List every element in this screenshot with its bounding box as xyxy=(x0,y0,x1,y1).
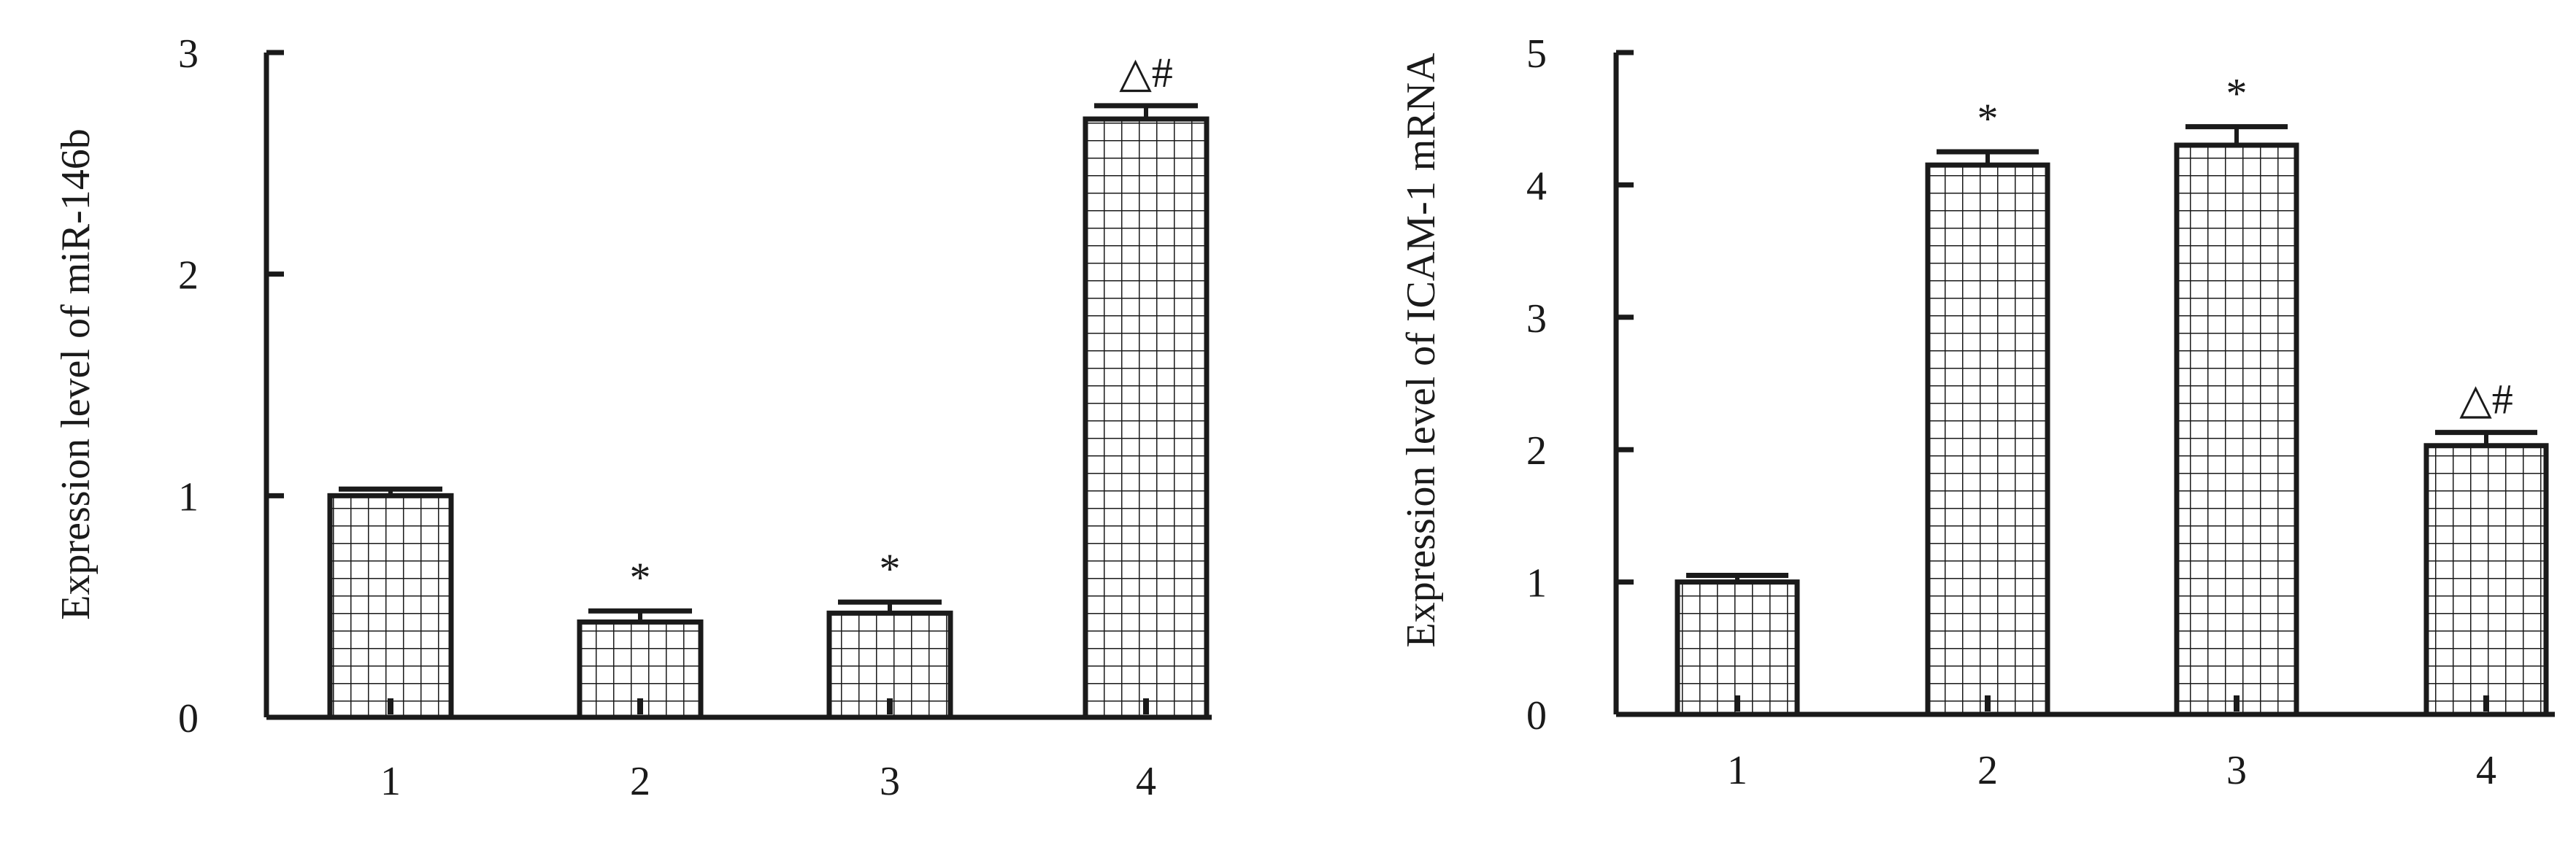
right-bar xyxy=(2423,443,2549,717)
right-y-tick-label: 1 xyxy=(1526,561,1547,606)
left-significance-label: * xyxy=(630,554,651,601)
right-y-tick-label: 2 xyxy=(1526,428,1547,474)
left-bar-base-marker xyxy=(637,698,643,714)
right-bar xyxy=(1675,579,1800,717)
left-y-tick-label: 3 xyxy=(178,31,199,77)
right-significance-label: * xyxy=(1977,95,1999,142)
right-x-tick-label: 4 xyxy=(2476,748,2496,793)
right-x-tick-label: 2 xyxy=(1977,748,1998,793)
left-bar xyxy=(327,493,454,720)
chart-panel-icam1: Expression level of ICAM-1 mRNA 0 1 2 3 4 5 1… xyxy=(1399,31,2555,793)
left-significance-label: △# xyxy=(1119,49,1173,96)
left-y-tick-label: 0 xyxy=(178,696,199,741)
right-bar-base-marker xyxy=(2483,695,2489,711)
right-bar-base-marker xyxy=(1734,695,1740,711)
right-x-tick-label: 1 xyxy=(1727,748,1748,793)
chart-panel-mir146b: Expression level of miR-146b 0 1 2 3 1 2 3 4 *… xyxy=(53,31,1212,804)
left-bar-base-marker xyxy=(887,698,893,714)
right-bar xyxy=(1925,162,2050,717)
right-bar-base-marker xyxy=(2234,695,2239,711)
left-x-tick-label: 3 xyxy=(880,759,900,804)
left-y-tick-label: 2 xyxy=(178,253,199,298)
right-bars: * * △# xyxy=(1675,70,2549,717)
right-y-tick-label: 0 xyxy=(1526,693,1547,738)
right-y-axis-title: Expression level of ICAM-1 mRNA xyxy=(1399,53,1444,648)
left-bar xyxy=(1083,116,1210,720)
left-bars: * * △# xyxy=(327,49,1210,720)
left-x-ticks: 1 2 3 4 xyxy=(380,759,1156,804)
right-y-ticks: 0 1 2 3 4 5 xyxy=(1526,31,1634,738)
right-significance-label: △# xyxy=(2459,376,2513,423)
right-y-tick-label: 4 xyxy=(1526,163,1547,209)
right-bar xyxy=(2174,142,2299,717)
left-y-axis-title: Expression level of miR-146b xyxy=(53,128,99,620)
left-significance-label: * xyxy=(880,545,901,593)
left-y-ticks: 0 1 2 3 xyxy=(178,31,284,741)
right-y-tick-label: 3 xyxy=(1526,296,1547,342)
left-y-tick-label: 1 xyxy=(178,474,199,520)
right-bar-base-marker xyxy=(1985,695,1991,711)
left-x-tick-label: 2 xyxy=(630,759,650,804)
left-x-tick-label: 1 xyxy=(380,759,401,804)
right-x-ticks: 1 2 3 4 xyxy=(1727,748,2496,793)
right-y-tick-label: 5 xyxy=(1526,31,1547,77)
right-x-tick-label: 3 xyxy=(2226,748,2247,793)
left-bar-base-marker xyxy=(1143,698,1149,714)
left-x-tick-label: 4 xyxy=(1136,759,1156,804)
left-bar-base-marker xyxy=(388,698,393,714)
right-significance-label: * xyxy=(2226,70,2248,117)
